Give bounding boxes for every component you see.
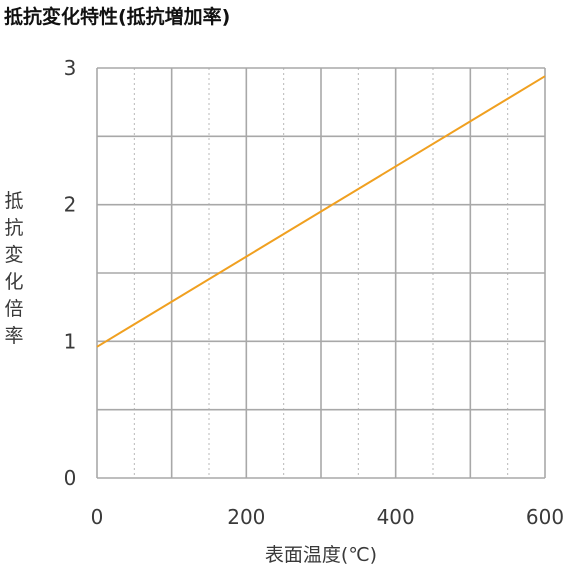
x-tick-label: 600 bbox=[526, 505, 564, 529]
y-axis-label-char: 抗 bbox=[4, 217, 24, 239]
y-tick-label: 1 bbox=[64, 329, 77, 353]
y-tick-label: 3 bbox=[64, 56, 77, 80]
major-grid bbox=[96, 67, 546, 479]
series-group bbox=[96, 75, 546, 348]
y-axis-label-char: 率 bbox=[4, 325, 24, 347]
y-axis-label-char: 化 bbox=[4, 271, 24, 293]
y-axis-label: 抵抗変化倍率 bbox=[0, 188, 28, 350]
chart-title: 抵抗変化特性(抵抗増加率) bbox=[4, 6, 231, 28]
y-tick-label: 0 bbox=[64, 466, 77, 490]
x-tick-label: 0 bbox=[91, 505, 104, 529]
x-tick-label: 400 bbox=[377, 505, 415, 529]
y-axis-label-char: 変 bbox=[4, 244, 24, 266]
y-axis-label-char: 倍 bbox=[4, 298, 24, 320]
x-tick-label: 200 bbox=[227, 505, 265, 529]
y-tick-labels: 0 1 2 3 bbox=[64, 56, 77, 490]
x-tick-labels: 0 200 400 600 bbox=[91, 505, 564, 529]
x-axis-label: 表面温度(℃) bbox=[265, 544, 377, 566]
y-tick-label: 2 bbox=[64, 193, 77, 217]
series-line bbox=[96, 75, 546, 348]
y-axis-label-char: 抵 bbox=[4, 190, 24, 212]
